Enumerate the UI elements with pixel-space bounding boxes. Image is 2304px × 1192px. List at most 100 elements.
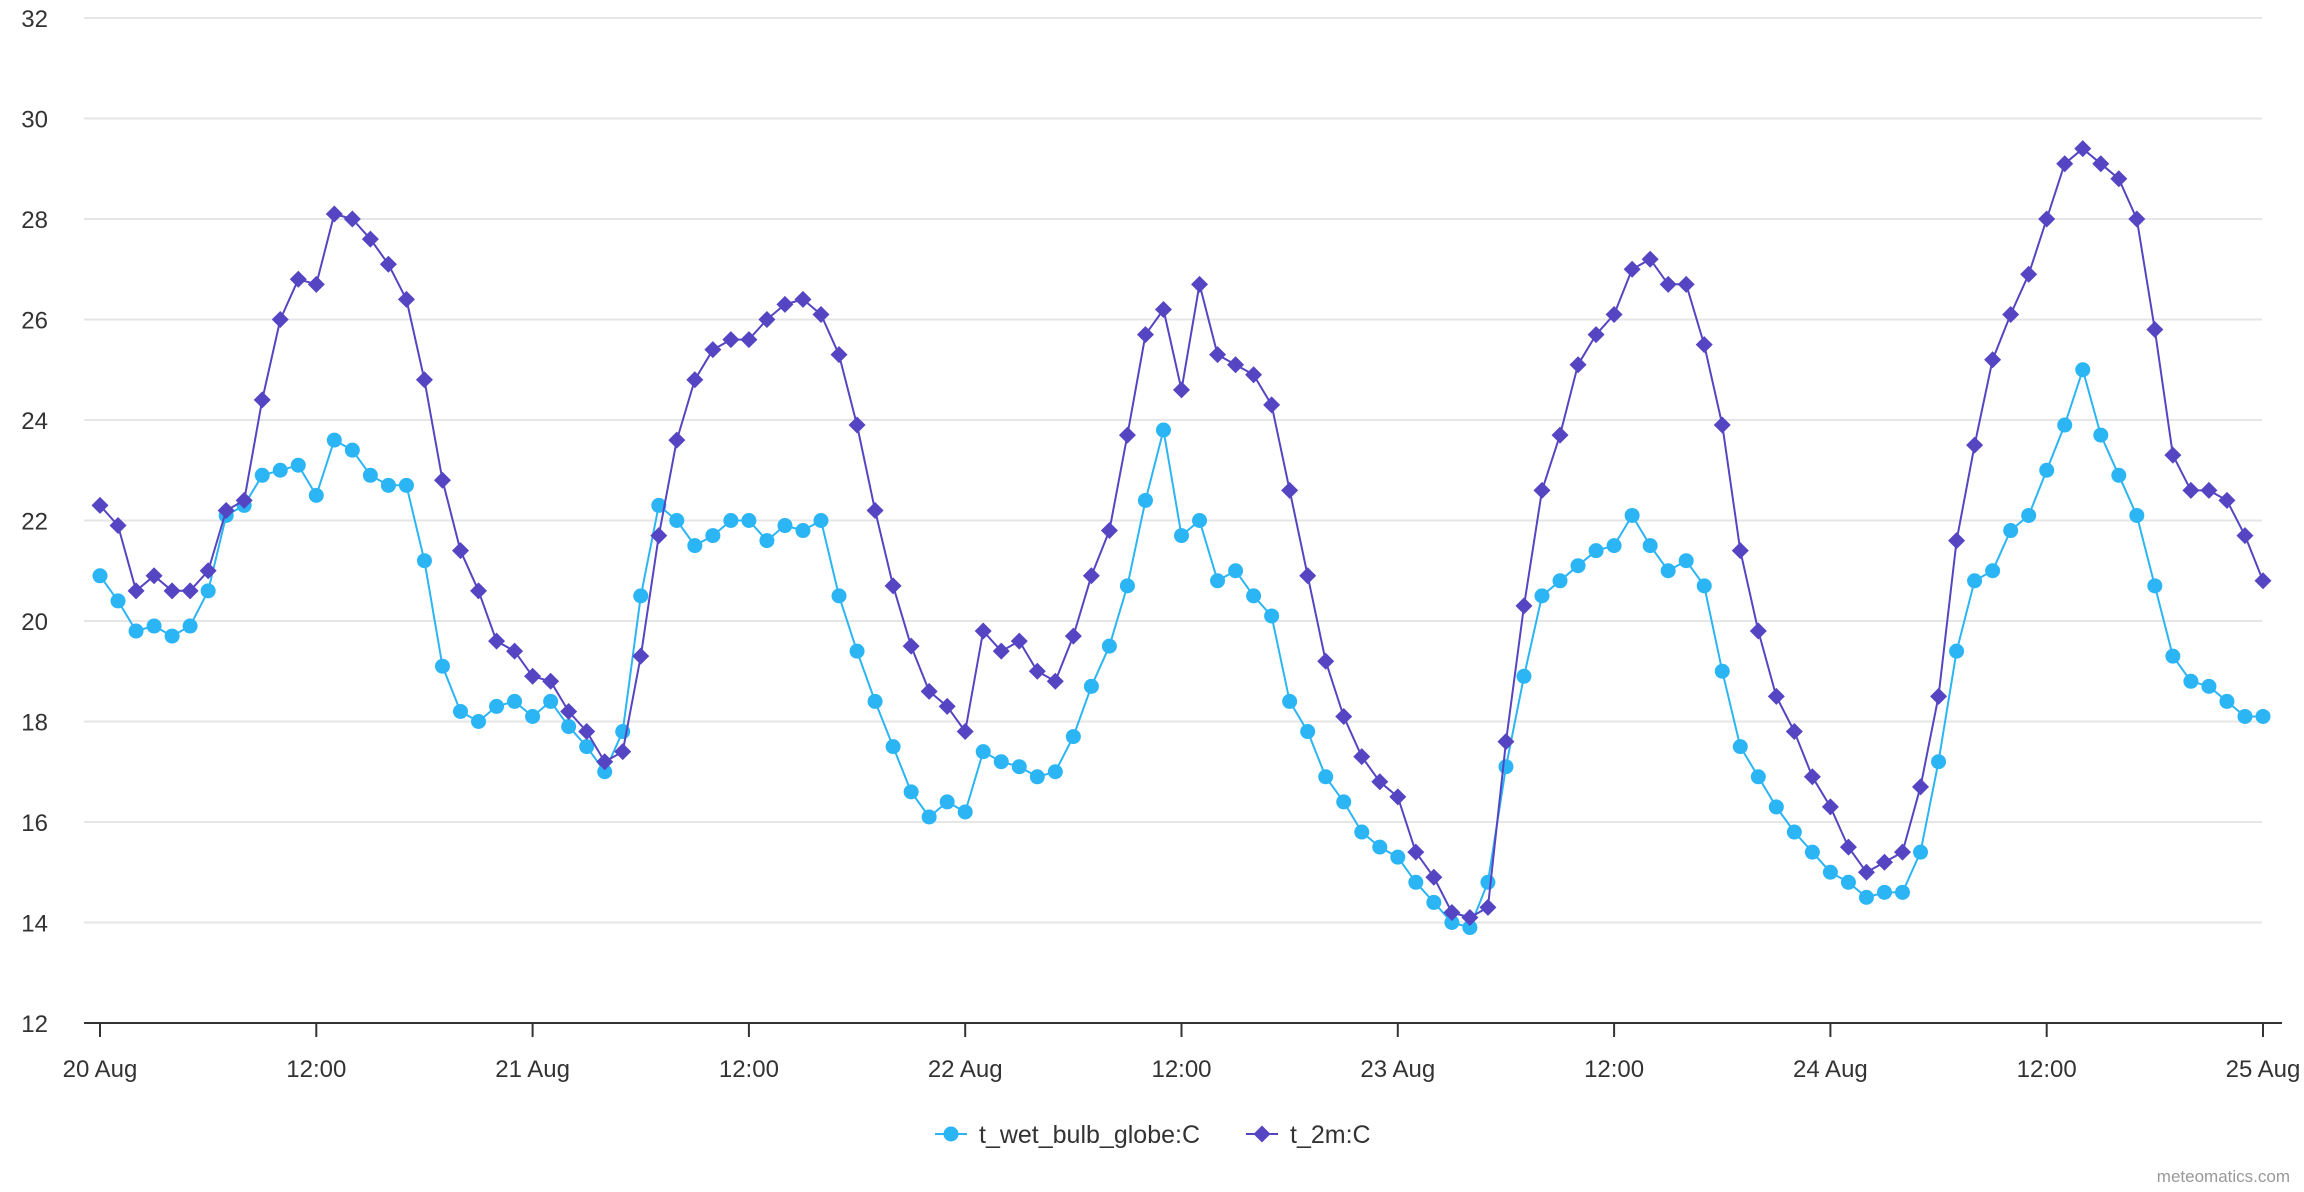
data-point [1659, 275, 1677, 293]
data-point [1118, 426, 1136, 444]
credit-text[interactable]: meteomatics.com [2157, 1167, 2290, 1186]
data-point [1516, 668, 1532, 684]
data-point [830, 346, 848, 364]
data-point [1696, 578, 1712, 594]
data-point [1047, 764, 1063, 780]
data-point [2003, 523, 2019, 539]
y-tick-label: 30 [21, 107, 48, 134]
data-point [2092, 155, 2110, 173]
data-point [199, 562, 217, 580]
data-point [1425, 868, 1443, 886]
data-point [433, 471, 451, 489]
data-point [1749, 622, 1767, 640]
data-point [2218, 491, 2236, 509]
y-tick-label: 26 [21, 308, 48, 335]
data-point [1155, 422, 1171, 438]
data-point [597, 764, 613, 780]
data-point [109, 517, 127, 535]
data-point [2038, 210, 2056, 228]
data-point [1713, 416, 1731, 434]
data-point [1587, 326, 1605, 344]
data-point [163, 582, 181, 600]
data-point [2002, 305, 2020, 323]
data-point [181, 582, 199, 600]
data-point [1786, 824, 1802, 840]
data-point [290, 457, 306, 473]
data-point [885, 739, 901, 755]
data-point [687, 538, 703, 554]
data-point [1985, 563, 2001, 579]
data-point [938, 697, 956, 715]
legend[interactable]: t_wet_bulb_globe:C t_2m:C [935, 1121, 1371, 1149]
y-tick-label: 18 [21, 710, 48, 737]
data-point [361, 230, 379, 248]
data-point [1371, 773, 1389, 791]
data-point [704, 341, 722, 359]
data-point [379, 255, 397, 273]
data-point [2182, 481, 2200, 499]
data-point [1768, 799, 1784, 815]
data-point [578, 723, 596, 741]
data-point [579, 739, 595, 755]
data-point [254, 467, 270, 483]
data-point [1785, 723, 1803, 741]
data-point [1336, 794, 1352, 810]
x-tick-label: 12:00 [1584, 1056, 1644, 1083]
data-point [200, 583, 216, 599]
data-point [182, 618, 198, 634]
data-point [741, 513, 757, 528]
data-point [1840, 874, 1856, 890]
data-point [1876, 884, 1892, 900]
data-point [705, 528, 721, 544]
data-point [1299, 567, 1317, 585]
data-point [632, 647, 650, 665]
data-point [669, 513, 685, 528]
x-tick-label: 21 Aug [495, 1056, 570, 1083]
data-point [1245, 366, 1263, 384]
data-point [1858, 889, 1874, 905]
data-point [596, 753, 614, 771]
data-point [507, 693, 523, 709]
data-point [920, 682, 938, 700]
data-point [1588, 543, 1604, 559]
data-point [1931, 754, 1947, 770]
data-point [2236, 527, 2254, 545]
data-point [1894, 843, 1911, 861]
data-point [271, 311, 289, 328]
data-point [1803, 768, 1821, 786]
data-point [2039, 462, 2055, 478]
data-point [1028, 662, 1046, 680]
data-point [1407, 843, 1425, 861]
data-point [1767, 687, 1785, 705]
data-point [1732, 739, 1748, 755]
data-point [1678, 553, 1694, 569]
data-point [849, 643, 865, 659]
data-point [1426, 894, 1442, 910]
data-point [1174, 528, 1189, 544]
data-point [1533, 481, 1551, 499]
data-point [1173, 381, 1190, 399]
data-point [235, 491, 253, 509]
data-point [812, 305, 830, 323]
data-point [956, 723, 974, 741]
data-point [1912, 778, 1930, 796]
legend-item[interactable]: t_wet_bulb_globe:C [935, 1121, 1200, 1149]
legend-item[interactable]: t_2m:C [1246, 1121, 1371, 1149]
data-point [398, 477, 414, 493]
data-point [1570, 558, 1586, 574]
legend-label: t_wet_bulb_globe:C [979, 1121, 1200, 1149]
data-point [723, 513, 739, 528]
data-point [1281, 481, 1299, 499]
data-point [1010, 632, 1028, 650]
data-point [489, 698, 505, 714]
data-point [1949, 643, 1965, 659]
data-point [452, 542, 469, 560]
data-point [1264, 608, 1280, 624]
data-point [794, 290, 812, 308]
data-point [2255, 708, 2271, 724]
data-point [560, 702, 578, 720]
data-point [722, 331, 740, 349]
data-point [1642, 538, 1658, 554]
data-point [506, 642, 524, 660]
data-point [2254, 572, 2272, 590]
